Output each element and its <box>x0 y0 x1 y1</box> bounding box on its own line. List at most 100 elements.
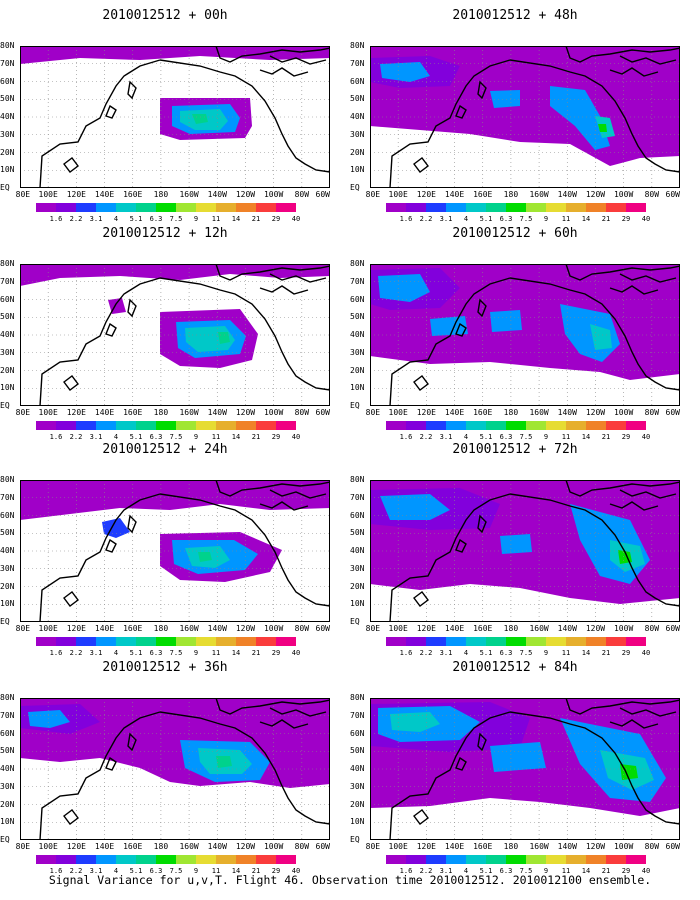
colorbar-segment <box>566 203 586 212</box>
colorbar <box>36 203 296 212</box>
colorbar-segment <box>276 203 296 212</box>
longitude-label: 120W <box>235 408 256 417</box>
colorbar-label: 1.6 <box>49 433 63 441</box>
colorbar-segment <box>526 855 546 864</box>
colorbar-label: 7.5 <box>169 867 183 875</box>
longitude-label: 160E <box>123 190 143 199</box>
colorbar-segment <box>386 421 406 430</box>
colorbar-label: 14 <box>581 867 591 875</box>
map-area <box>370 480 680 622</box>
longitude-label: 80E <box>15 842 31 851</box>
longitude-label: 80E <box>365 842 381 851</box>
longitude-label: 80W <box>294 408 310 417</box>
colorbar-label: 14 <box>231 649 241 657</box>
map-frame <box>20 480 330 622</box>
longitude-label: 100E <box>388 190 408 199</box>
colorbar-segment <box>446 855 466 864</box>
colorbar-segment <box>76 203 96 212</box>
map-frame <box>20 698 330 840</box>
colorbar-label: 5.1 <box>479 433 493 441</box>
colorbar-segment <box>566 855 586 864</box>
coastline <box>389 493 511 622</box>
coastline <box>63 157 79 173</box>
colorbar-segment <box>136 421 156 430</box>
longitude-label: 140W <box>207 190 227 199</box>
coastline <box>565 698 680 715</box>
latitude-label: 60N <box>350 728 365 738</box>
longitude-label: 160E <box>473 842 493 851</box>
map-frame <box>370 264 680 406</box>
latitude-label: 60N <box>0 510 15 520</box>
colorbar-label: 5.1 <box>129 433 143 441</box>
latitude-label: EQ <box>0 617 10 626</box>
map-panel: 2010012512 + 36h 80N 70N 60N 50N 40N 30N 20N 10N… <box>0 660 330 875</box>
coastline <box>63 809 79 825</box>
longitude-label: 120E <box>416 408 436 417</box>
colorbar-label: 9 <box>193 433 199 441</box>
longitude-label: 100E <box>38 624 58 633</box>
colorbar-segment <box>526 637 546 646</box>
variance-contour <box>20 46 330 64</box>
colorbar-label: 21 <box>251 649 261 657</box>
latitude-label: 30N <box>0 563 15 573</box>
figure-caption: Signal Variance for u,v,T. Flight 46. Ob… <box>48 873 652 887</box>
map-panel: 2010012512 + 84h 80N 70N 60N 50N 40N 30N 20N 10N… <box>350 660 680 875</box>
variance-contour <box>105 734 165 760</box>
coastline <box>619 55 677 65</box>
coastline <box>413 375 429 391</box>
panel-title: 2010012512 + 72h <box>452 442 578 457</box>
latitude-label: 60N <box>350 294 365 304</box>
longitude-label: 100W <box>263 624 284 633</box>
colorbar-segment <box>236 421 256 430</box>
coastline <box>389 277 511 406</box>
colorbar-label: 4 <box>463 215 469 223</box>
latitude-label: 70N <box>350 710 365 720</box>
latitude-label: 80N <box>0 693 15 702</box>
colorbar-label: 7.5 <box>519 649 533 657</box>
colorbar-label: 7.5 <box>169 433 183 441</box>
colorbar-label: 3.1 <box>439 649 453 657</box>
map-area <box>20 480 330 622</box>
colorbar-segment <box>446 203 466 212</box>
longitude-label: 160W <box>179 842 199 851</box>
coastline <box>619 489 677 499</box>
coastline <box>269 707 327 717</box>
latitude-label: 40N <box>0 330 15 339</box>
longitude-label: 140W <box>557 842 577 851</box>
colorbar-label: 7.5 <box>519 433 533 441</box>
colorbar-label: 4 <box>113 649 119 657</box>
coastline <box>455 538 467 553</box>
colorbar-segment <box>256 421 276 430</box>
latitude-label: 20N <box>0 365 15 375</box>
variance-contour <box>490 742 546 772</box>
colorbar-segment <box>486 637 506 646</box>
colorbar-segment <box>36 637 56 646</box>
colorbar <box>36 855 296 864</box>
colorbar-label: 3.1 <box>89 215 103 223</box>
longitude-label: 80W <box>644 190 660 199</box>
map-frame <box>20 264 330 406</box>
longitude-label: 100E <box>38 190 58 199</box>
colorbar-label: 21 <box>251 433 261 441</box>
longitude-label: 80W <box>644 408 660 417</box>
colorbar-segment <box>486 855 506 864</box>
colorbar-segment <box>256 855 276 864</box>
coastline <box>389 711 511 840</box>
colorbar-label: 5.1 <box>479 867 493 875</box>
colorbar-label: 7.5 <box>519 215 533 223</box>
longitude-label: 160W <box>179 624 199 633</box>
latitude-label: 80N <box>0 259 15 268</box>
coastline <box>509 277 680 391</box>
latitude-label: 10N <box>350 383 365 393</box>
longitude-label: 160E <box>123 842 143 851</box>
colorbar-label: 14 <box>231 867 241 875</box>
latitude-label: 20N <box>350 581 365 591</box>
longitude-label: 80E <box>365 408 381 417</box>
colorbar-segment <box>586 203 606 212</box>
colorbar-segment <box>176 855 196 864</box>
colorbar-segment <box>626 203 646 212</box>
panel-title: 2010012512 + 36h <box>102 660 228 675</box>
latitude-label: 40N <box>0 546 15 555</box>
longitude-label: 160E <box>123 624 143 633</box>
colorbar-label: 11 <box>561 867 571 875</box>
